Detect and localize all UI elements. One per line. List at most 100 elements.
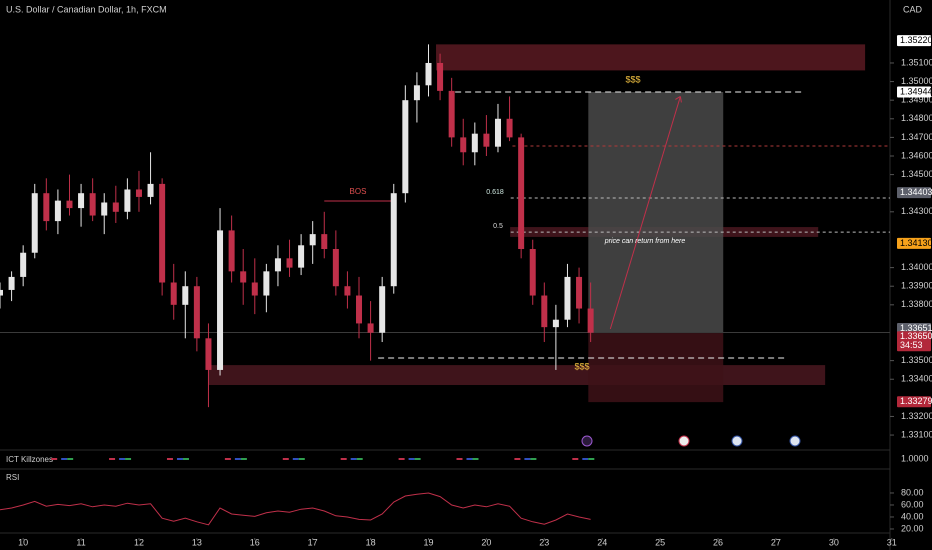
killzones-tick: 1.0000 <box>901 453 929 463</box>
price-label: 1.34130 <box>900 238 932 248</box>
y-tick-label: 1.35000 <box>901 76 932 86</box>
candle-body <box>20 252 27 277</box>
candle-body <box>425 62 432 86</box>
rsi-line <box>0 492 591 526</box>
candle-body <box>518 137 525 250</box>
price-label: 1.35220 <box>900 35 932 45</box>
candle-body <box>298 245 305 268</box>
zone <box>588 91 724 334</box>
candle-body <box>182 286 189 305</box>
candle-body <box>159 183 166 283</box>
candle-body <box>240 271 247 283</box>
arrow-head <box>675 96 682 103</box>
candle-body <box>112 202 119 212</box>
y-tick-label: 1.33400 <box>901 374 932 384</box>
candle-body <box>31 193 38 253</box>
y-tick-label: 1.34800 <box>901 113 932 123</box>
candle-body <box>494 118 501 147</box>
candle-body <box>54 200 61 222</box>
candle-body <box>286 258 293 268</box>
candle-body <box>437 62 444 91</box>
event-icon <box>731 435 743 447</box>
candle-body <box>356 295 363 324</box>
x-tick-label: 16 <box>250 537 260 547</box>
zone <box>208 365 826 386</box>
candle-body <box>101 202 108 216</box>
candle-body <box>251 282 258 296</box>
x-tick-label: 24 <box>597 537 607 547</box>
y-tick-label: 1.34500 <box>901 169 932 179</box>
rsi-tick-label: 60.00 <box>901 499 924 509</box>
candles <box>0 44 594 408</box>
x-tick-label: 20 <box>481 537 491 547</box>
x-tick-label: 13 <box>192 537 202 547</box>
zone <box>588 333 724 403</box>
candle-body <box>89 193 96 216</box>
annotation: 0.5 <box>493 223 503 230</box>
candle-body <box>541 295 548 328</box>
candle-body <box>413 85 420 101</box>
price-label-box <box>897 237 931 249</box>
x-tick-label: 27 <box>771 537 781 547</box>
candle-body <box>506 118 513 138</box>
price-label-box <box>897 331 931 352</box>
currency: CAD <box>903 4 923 14</box>
candle-body <box>66 200 73 209</box>
candle-body <box>552 319 559 328</box>
annotation: $$$ <box>574 361 589 371</box>
y-tick-label: 1.34300 <box>901 206 932 216</box>
x-tick-label: 23 <box>539 537 549 547</box>
y-tick-label: 1.33900 <box>901 281 932 291</box>
pane-title: ICT Killzones <box>6 455 53 464</box>
rsi-tick-label: 20.00 <box>901 523 924 533</box>
x-tick-label: 18 <box>366 537 376 547</box>
candle-body <box>576 276 583 309</box>
candle-body <box>471 133 478 153</box>
x-tick-label: 19 <box>423 537 433 547</box>
candle-body <box>217 230 224 370</box>
candle-body <box>147 183 154 197</box>
candle-body <box>309 234 316 246</box>
zone <box>436 44 866 71</box>
candle-body <box>170 282 177 305</box>
annotation: BOS <box>350 187 367 196</box>
y-tick-label: 1.35100 <box>901 57 932 67</box>
y-tick-label: 1.33500 <box>901 355 932 365</box>
candle-body <box>529 249 536 296</box>
rsi-tick-label: 40.00 <box>901 511 924 521</box>
price-label-box <box>897 187 931 199</box>
pane-title: RSI <box>6 473 19 482</box>
candle-body <box>587 308 594 333</box>
candle-body <box>228 230 235 272</box>
rsi-tick-label: 80.00 <box>901 487 924 497</box>
x-tick-label: 12 <box>134 537 144 547</box>
y-tick-label: 1.34000 <box>901 262 932 272</box>
candle-body <box>193 286 200 339</box>
y-tick-label: 1.34600 <box>901 150 932 160</box>
candle-body <box>135 189 142 197</box>
candle-body <box>321 234 328 250</box>
x-tick-label: 17 <box>308 537 318 547</box>
candle-body <box>448 90 455 138</box>
x-tick-label: 30 <box>829 537 839 547</box>
y-tick-label: 1.34700 <box>901 132 932 142</box>
candle-body <box>332 249 339 287</box>
x-tick-label: 31 <box>887 537 897 547</box>
candle-body <box>367 323 374 333</box>
price-label: 1.34403 <box>900 187 932 197</box>
arrow <box>609 96 681 330</box>
candle-body <box>8 276 15 290</box>
price-label: 1.34944 <box>900 86 932 96</box>
y-tick-label: 1.33800 <box>901 299 932 309</box>
event-icon <box>581 435 593 447</box>
candle-body <box>274 258 281 272</box>
candle-body <box>379 286 386 333</box>
x-tick-label: 11 <box>76 537 85 547</box>
y-tick-label: 1.34900 <box>901 95 932 105</box>
candle-body <box>43 193 50 222</box>
price-label-box <box>897 35 931 47</box>
price-label-box <box>897 396 931 408</box>
candle-body <box>460 137 467 153</box>
